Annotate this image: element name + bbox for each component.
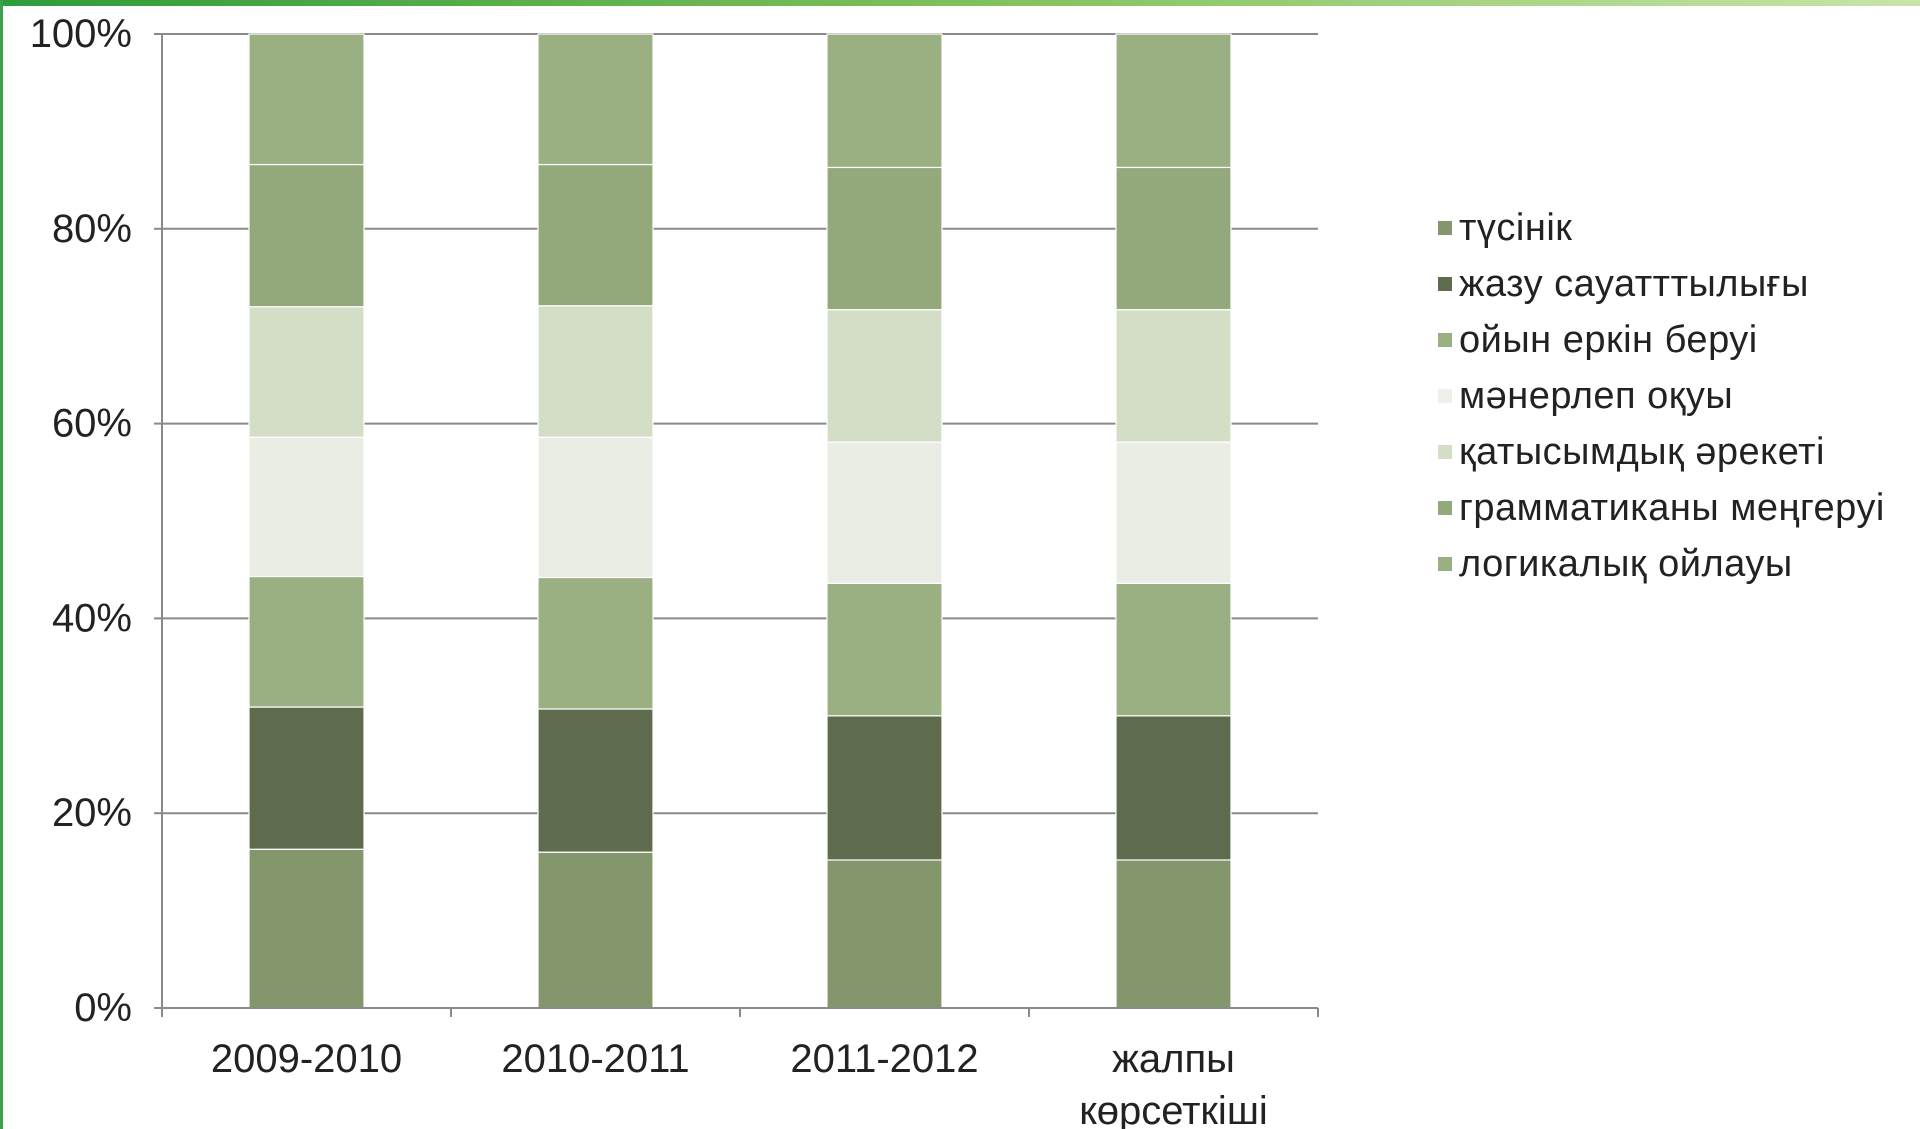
legend-label: логикалық ойлауы [1459,543,1793,585]
legend-label: түсінік [1459,207,1573,249]
legend-label: жазу сауатттылығы [1459,263,1809,305]
legend-swatch [1438,501,1452,515]
x-tick-label: көрсеткіші [1079,1089,1268,1129]
legend-item: түсінік [1438,200,1918,256]
legend-item: жазу сауатттылығы [1438,256,1918,312]
y-tick-label: 0% [74,986,132,1030]
bar-segment [1115,582,1232,717]
legend-label: мәнерлеп оқуы [1459,375,1734,417]
bar-segment [537,33,654,166]
bar-segment [826,715,943,861]
bar-segment [248,848,365,1009]
bar-segment [826,441,943,584]
x-tick-label: жалпы [1112,1037,1235,1081]
legend-swatch [1438,221,1452,235]
bar-segment [248,306,365,438]
y-tick-label: 80% [52,207,132,251]
legend-swatch [1438,557,1452,571]
bar-segment [1115,859,1232,1009]
bar-segment [537,851,654,1009]
left-accent-bar [0,0,3,1129]
bar-segment [1115,441,1232,584]
legend-swatch [1438,389,1452,403]
bar-segment [1115,309,1232,443]
x-tick-label: 2009-2010 [211,1037,402,1081]
stacked-bar-chart: 0% 20% 40% 60% 80% 100% 2009-2010 2010-2011 2011… [30,12,1319,1129]
bar-segment [826,309,943,443]
x-tick-label: 2010-2011 [501,1037,689,1081]
bar-segment [826,166,943,311]
bar-segment [248,575,365,708]
legend-swatch [1438,277,1452,291]
legend-item: мәнерлеп оқуы [1438,368,1918,424]
bar-segment [537,436,654,579]
legend-label: грамматиканы меңгеруі [1459,487,1885,529]
bar-segment [537,305,654,438]
y-tick-label: 40% [52,596,132,640]
legend-item: грамматиканы меңгеруі [1438,480,1918,536]
bar-segment [1115,715,1232,861]
bar-segment [537,163,654,307]
bar-segment [248,163,365,308]
legend-swatch [1438,333,1452,347]
bar-segment [826,859,943,1009]
bar-segment [248,33,365,166]
legend-item: логикалық ойлауы [1438,536,1918,592]
bar-segment [826,33,943,169]
chart-legend: түсінік жазу сауатттылығы ойын еркін беруі… [1438,200,1918,592]
bar-segment [1115,33,1232,169]
bar-segment [826,582,943,717]
legend-label: ойын еркін беруі [1459,319,1758,361]
y-tick-label: 60% [52,402,132,446]
x-tick-label: 2011-2012 [790,1037,978,1081]
legend-item: ойын еркін беруі [1438,312,1918,368]
legend-label: қатысымдық әрекеті [1459,431,1825,473]
bar-segment [537,708,654,853]
y-tick-label: 20% [52,791,132,835]
bar-segment [248,706,365,850]
bar-segment [537,576,654,710]
bar-segment [1115,166,1232,311]
legend-swatch [1438,445,1452,459]
legend-item: қатысымдық әрекеті [1438,424,1918,480]
y-tick-label: 100% [30,12,132,56]
bar-segment [248,436,365,578]
top-accent-bar [0,0,1920,6]
